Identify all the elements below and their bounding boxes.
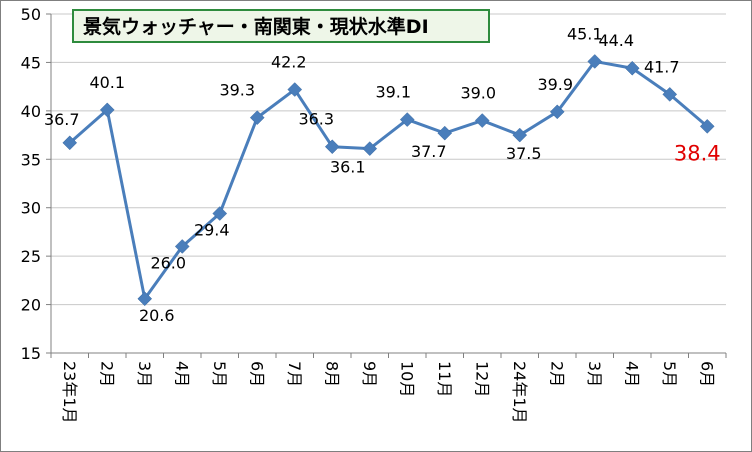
x-tick-label: 24年1月 [510, 361, 529, 424]
x-tick-label: 3月 [585, 361, 604, 387]
chart-title-box: 景気ウォッチャー・南関東・現状水準DI [72, 9, 490, 43]
x-tick-label: 5月 [660, 361, 679, 387]
x-tick-label: 7月 [285, 361, 304, 387]
data-label: 45.1 [567, 24, 603, 43]
y-tick-label: 25 [21, 247, 41, 266]
data-labels: 36.7 40.1 20.6 26.0 29.4 39.3 42.2 36.3 36.1 39.1… [44, 24, 721, 324]
title-background [72, 9, 490, 43]
x-tick-label: 5月 [210, 361, 229, 387]
data-label: 36.1 [330, 158, 366, 177]
data-point-marker [287, 82, 303, 97]
data-point-marker [249, 110, 265, 125]
data-label: 42.2 [271, 53, 307, 72]
data-point-marker [399, 112, 415, 127]
y-axis-ticks: 15 20 25 30 35 40 45 50 [21, 5, 41, 363]
data-label: 26.0 [150, 253, 186, 272]
data-point-marker [362, 141, 378, 156]
data-label: 37.7 [411, 142, 447, 161]
y-tick-label: 50 [21, 5, 41, 24]
data-point-marker [624, 60, 640, 76]
x-tick-label: 3月 [135, 361, 154, 387]
x-tick-label: 6月 [697, 361, 716, 387]
y-tick-label: 15 [21, 344, 41, 363]
data-point-marker [699, 119, 715, 134]
data-point-marker [549, 104, 565, 120]
y-tick-label: 30 [21, 199, 41, 218]
data-label: 36.3 [298, 110, 334, 129]
data-point-marker [174, 239, 190, 254]
data-point-marker [474, 113, 490, 128]
data-point-marker [212, 206, 228, 221]
data-point-marker [587, 54, 603, 69]
x-tick-label: 2月 [97, 361, 116, 387]
x-axis-ticks: 23年1月 2月 3月 4月 5月 6月 7月 8月 9月 10月 11月 12月 24年1月 2月 3月 4… [60, 361, 717, 424]
data-point-marker [662, 87, 678, 102]
data-label: 39.3 [219, 81, 255, 100]
chart-title: 景気ウォッチャー・南関東・現状水準DI [83, 15, 429, 38]
data-point-marker [62, 135, 78, 151]
data-label: 37.5 [506, 144, 542, 163]
data-label: 29.4 [194, 221, 230, 240]
x-tick-label: 9月 [360, 361, 379, 387]
x-tick-label: 10月 [397, 361, 416, 397]
y-tick-label: 20 [21, 296, 41, 315]
data-label: 41.7 [644, 57, 680, 76]
x-tick-label: 12月 [472, 361, 491, 397]
data-label: 39.9 [537, 75, 573, 94]
data-label: 20.6 [139, 306, 175, 325]
series [62, 54, 715, 307]
x-tick-label: 2月 [547, 361, 566, 387]
data-point-marker [99, 102, 115, 118]
data-label: 40.1 [89, 73, 125, 92]
x-tick-label: 23年1月 [60, 361, 79, 424]
data-label: 36.7 [44, 110, 80, 129]
data-label: 39.1 [375, 83, 411, 102]
axes [46, 13, 727, 358]
y-tick-label: 35 [21, 150, 41, 169]
y-tick-label: 40 [21, 102, 41, 121]
y-tick-label: 45 [21, 53, 41, 72]
x-tick-label: 11月 [435, 361, 454, 397]
data-point-marker [324, 139, 340, 155]
x-tick-label: 4月 [622, 361, 641, 387]
data-point-marker [137, 291, 153, 307]
data-point-marker [512, 127, 528, 143]
data-point-marker [437, 125, 453, 141]
x-tick-label: 4月 [172, 361, 191, 387]
gridlines [51, 13, 726, 306]
series-line [68, 59, 709, 301]
x-tick-label: 8月 [322, 361, 341, 387]
data-label: 44.4 [598, 31, 634, 50]
data-label: 39.0 [460, 84, 496, 103]
x-tick-label: 6月 [247, 361, 266, 387]
data-label: 38.4 [674, 141, 721, 165]
